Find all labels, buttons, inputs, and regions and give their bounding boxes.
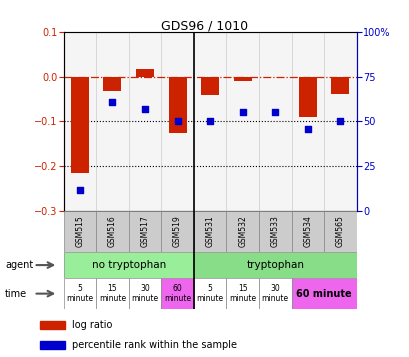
Bar [258, 211, 291, 252]
Bar [168, 77, 186, 132]
Bar [201, 77, 218, 95]
Text: 30
minute: 30 minute [131, 284, 158, 303]
Point [76, 187, 83, 193]
Point [142, 106, 148, 112]
Bar [63, 278, 96, 309]
Bar [291, 211, 324, 252]
Bar [193, 278, 226, 309]
Bar [63, 211, 96, 252]
Bar [324, 211, 356, 252]
Bar [226, 211, 258, 252]
Bar [161, 278, 193, 309]
Bar [71, 77, 89, 173]
Point [239, 110, 245, 115]
Text: 60
minute: 60 minute [164, 284, 191, 303]
Text: 15
minute: 15 minute [229, 284, 256, 303]
Text: time: time [5, 288, 27, 299]
Text: tryptophan: tryptophan [246, 260, 303, 270]
Text: GSM516: GSM516 [108, 215, 117, 247]
Bar [233, 77, 251, 81]
Bar [298, 77, 316, 117]
Text: GSM534: GSM534 [303, 215, 312, 247]
Bar [193, 252, 356, 278]
Text: percentile rank within the sample: percentile rank within the sample [72, 340, 237, 350]
Bar [40, 341, 65, 349]
Text: log ratio: log ratio [72, 320, 112, 330]
Bar [96, 211, 128, 252]
Bar [330, 77, 348, 94]
Bar [291, 278, 356, 309]
Bar [63, 252, 193, 278]
Bar [193, 211, 226, 252]
Text: GSM515: GSM515 [75, 215, 84, 247]
Point [336, 119, 343, 124]
Bar [128, 211, 161, 252]
Text: 5
minute: 5 minute [196, 284, 223, 303]
Point [304, 126, 310, 131]
Text: agent: agent [5, 260, 33, 270]
Bar [258, 278, 291, 309]
Text: GSM519: GSM519 [173, 215, 182, 247]
Text: no tryptophan: no tryptophan [91, 260, 165, 270]
Bar [96, 278, 128, 309]
Text: GSM531: GSM531 [205, 215, 214, 247]
Bar [226, 278, 258, 309]
Text: GSM533: GSM533 [270, 215, 279, 247]
Text: 5
minute: 5 minute [66, 284, 93, 303]
Text: GDS96 / 1010: GDS96 / 1010 [161, 20, 248, 32]
Text: GSM517: GSM517 [140, 215, 149, 247]
Text: 60 minute: 60 minute [296, 288, 351, 299]
Point [206, 119, 213, 124]
Bar [161, 211, 193, 252]
Bar [128, 278, 161, 309]
Point [174, 119, 180, 124]
Bar [136, 69, 153, 77]
Text: GSM565: GSM565 [335, 215, 344, 247]
Bar [40, 321, 65, 328]
Point [109, 99, 115, 105]
Point [271, 110, 278, 115]
Text: 15
minute: 15 minute [99, 284, 126, 303]
Text: GSM532: GSM532 [238, 215, 247, 247]
Bar [103, 77, 121, 91]
Text: 30
minute: 30 minute [261, 284, 288, 303]
